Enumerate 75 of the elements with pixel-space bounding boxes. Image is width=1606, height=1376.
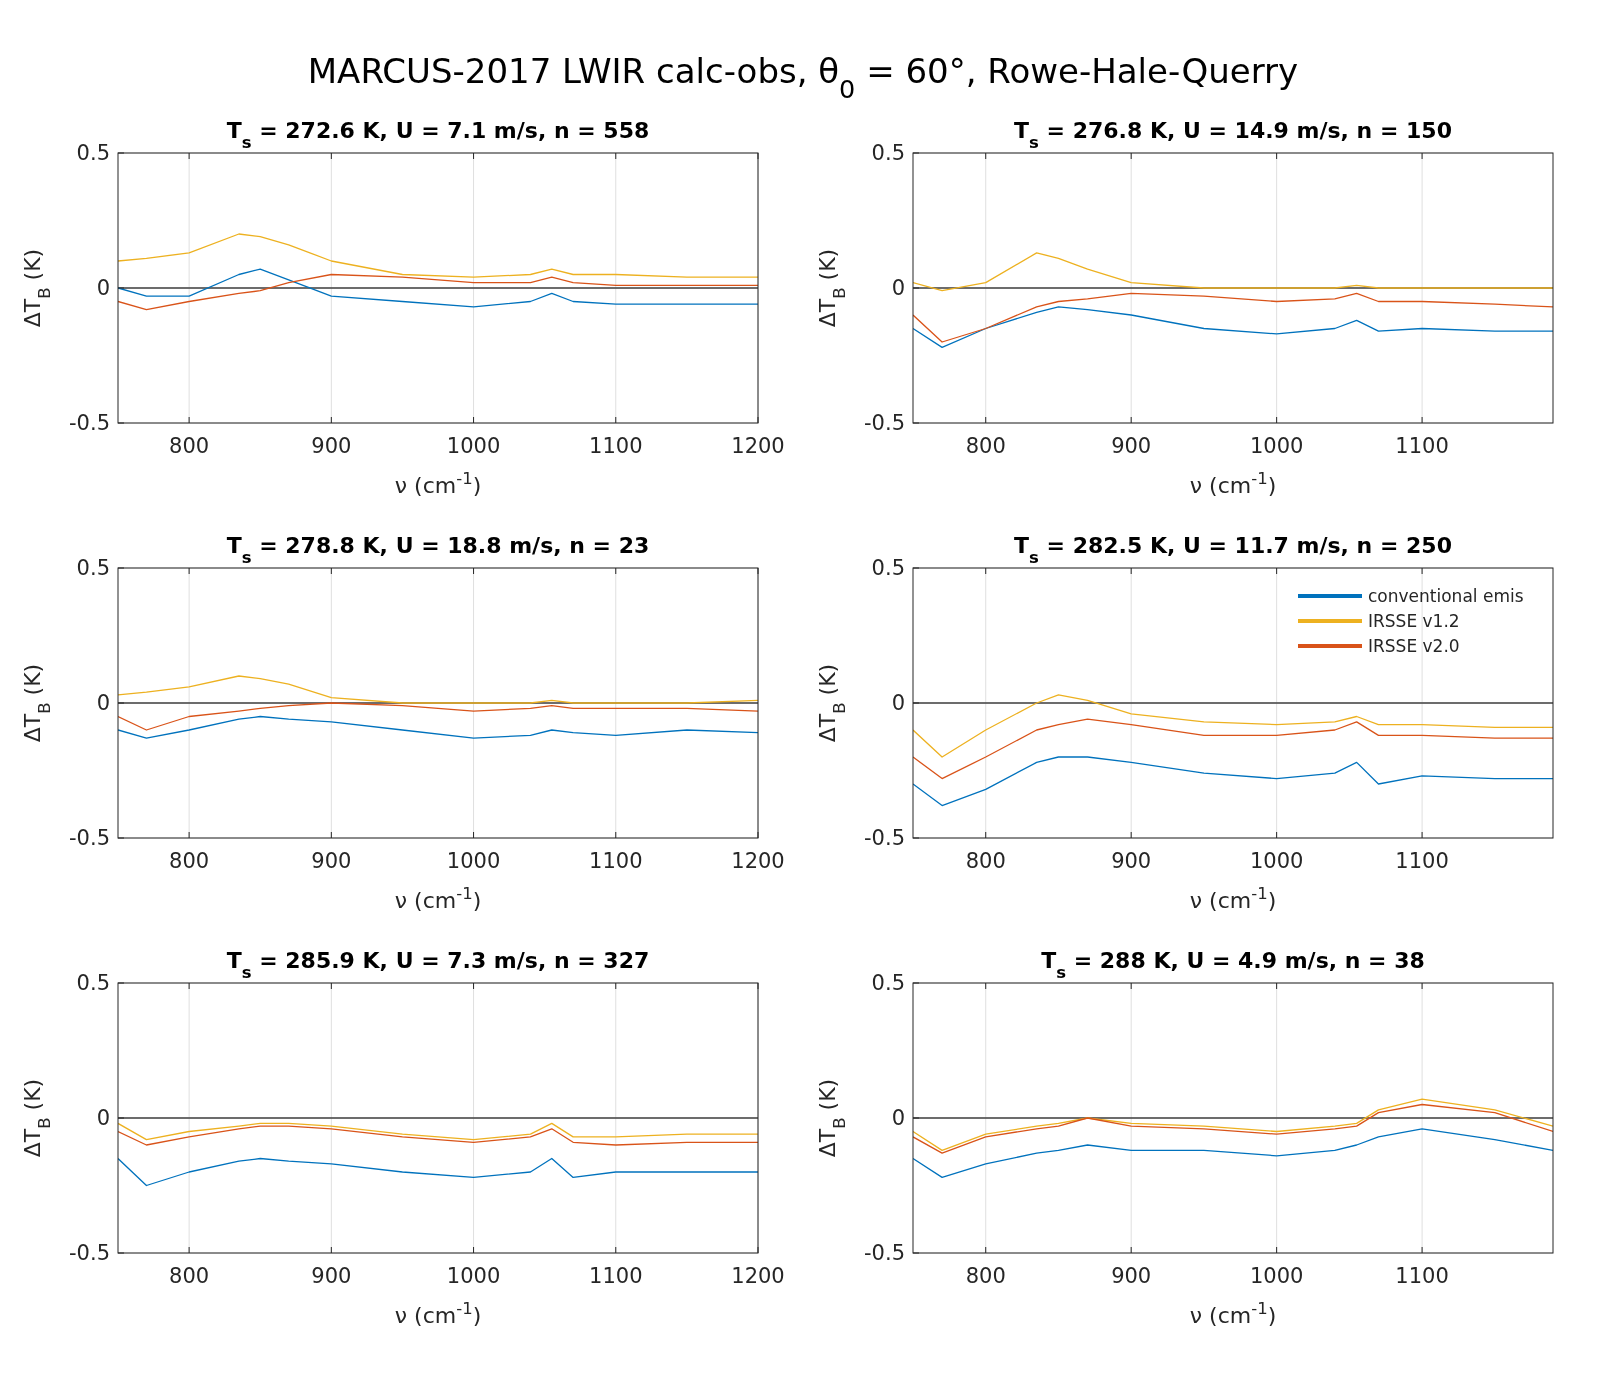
- y-tick-label: 0: [96, 691, 110, 715]
- y-tick-label: 0: [891, 691, 905, 715]
- x-axis-title: ν (cm$^{-1}$): [1189, 1298, 1277, 1328]
- line-series: [913, 756, 1553, 807]
- y-tick-label: 0: [96, 1106, 110, 1130]
- x-tick-label: 1000: [446, 434, 501, 458]
- legend-label: IRSSE v2.0: [1368, 636, 1460, 656]
- y-tick-label: -0.5: [69, 411, 110, 435]
- x-tick-label: 1000: [1249, 1264, 1304, 1288]
- line-series: [913, 694, 1553, 758]
- chart-title: T$_{s}$ = 282.5 K, U = 11.7 m/s, n = 250: [1014, 533, 1452, 567]
- y-tick-label: 0.5: [76, 971, 110, 995]
- x-tick-label: 1100: [1395, 849, 1449, 873]
- x-tick-label: 800: [169, 434, 210, 458]
- x-tick-label: 900: [311, 1264, 352, 1288]
- x-tick-label: 900: [1111, 849, 1152, 873]
- y-tick-label: 0: [96, 276, 110, 300]
- legend-label: IRSSE v1.2: [1368, 611, 1460, 631]
- legend-label: conventional emis: [1368, 586, 1524, 606]
- y-tick-label: 0.5: [871, 971, 905, 995]
- x-tick-label: 900: [1111, 434, 1152, 458]
- x-tick-label: 1100: [589, 849, 643, 873]
- line-series: [118, 702, 758, 731]
- line-series: [913, 292, 1553, 343]
- y-tick-label: -0.5: [864, 826, 905, 850]
- x-tick-label: 900: [311, 434, 352, 458]
- y-tick-label: 0.5: [871, 556, 905, 580]
- chart-title: T$_{s}$ = 285.9 K, U = 7.3 m/s, n = 327: [226, 948, 650, 982]
- line-series: [118, 1125, 758, 1146]
- x-tick-label: 800: [965, 1264, 1006, 1288]
- x-tick-label: 1000: [1249, 849, 1304, 873]
- chart-title: T$_{s}$ = 278.8 K, U = 18.8 m/s, n = 23: [226, 533, 650, 567]
- line-series: [118, 1157, 758, 1187]
- x-tick-label: 1100: [589, 434, 643, 458]
- text: MARCUS-2017 LWIR calc-obs, θ$_{0}$ = 60°, Rowe-Hale-Querry: [307, 51, 1299, 104]
- x-tick-label: 1100: [1395, 1264, 1449, 1288]
- x-axis-title: ν (cm$^{-1}$): [1189, 468, 1277, 498]
- y-tick-label: 0: [891, 1106, 905, 1130]
- chart-title: T$_{s}$ = 288 K, U = 4.9 m/s, n = 38: [1041, 948, 1425, 982]
- x-tick-label: 1000: [1249, 434, 1304, 458]
- x-tick-label: 1000: [446, 1264, 501, 1288]
- y-tick-label: 0.5: [871, 141, 905, 165]
- x-tick-label: 800: [169, 849, 210, 873]
- x-tick-label: 800: [965, 849, 1006, 873]
- x-tick-label: 800: [169, 1264, 210, 1288]
- x-tick-label: 1200: [731, 434, 785, 458]
- line-series: [913, 252, 1553, 292]
- x-tick-label: 1100: [1395, 434, 1449, 458]
- line-series: [913, 1128, 1553, 1179]
- y-tick-label: 0: [891, 276, 905, 300]
- y-tick-label: -0.5: [69, 1241, 110, 1265]
- chart-title: T$_{s}$ = 276.8 K, U = 14.9 m/s, n = 150: [1014, 118, 1452, 152]
- line-series: [118, 715, 758, 739]
- chart-title: T$_{s}$ = 272.6 K, U = 7.1 m/s, n = 558: [226, 118, 650, 152]
- line-series: [118, 675, 758, 704]
- line-series: [118, 233, 758, 278]
- y-tick-label: -0.5: [69, 826, 110, 850]
- y-tick-label: -0.5: [864, 411, 905, 435]
- x-tick-label: 900: [311, 849, 352, 873]
- x-axis-title: ν (cm$^{-1}$): [394, 883, 482, 913]
- x-axis-title: ν (cm$^{-1}$): [394, 1298, 482, 1328]
- x-axis-title: ν (cm$^{-1}$): [394, 468, 482, 498]
- x-tick-label: 1200: [731, 1264, 785, 1288]
- x-tick-label: 900: [1111, 1264, 1152, 1288]
- x-tick-label: 800: [965, 434, 1006, 458]
- y-tick-label: 0.5: [76, 556, 110, 580]
- line-series: [913, 718, 1553, 780]
- x-tick-label: 1000: [446, 849, 501, 873]
- line-series: [913, 306, 1553, 349]
- y-tick-label: -0.5: [864, 1241, 905, 1265]
- line-series: [118, 1122, 758, 1141]
- x-tick-label: 1200: [731, 849, 785, 873]
- x-tick-label: 1100: [589, 1264, 643, 1288]
- x-axis-title: ν (cm$^{-1}$): [1189, 883, 1277, 913]
- y-tick-label: 0.5: [76, 141, 110, 165]
